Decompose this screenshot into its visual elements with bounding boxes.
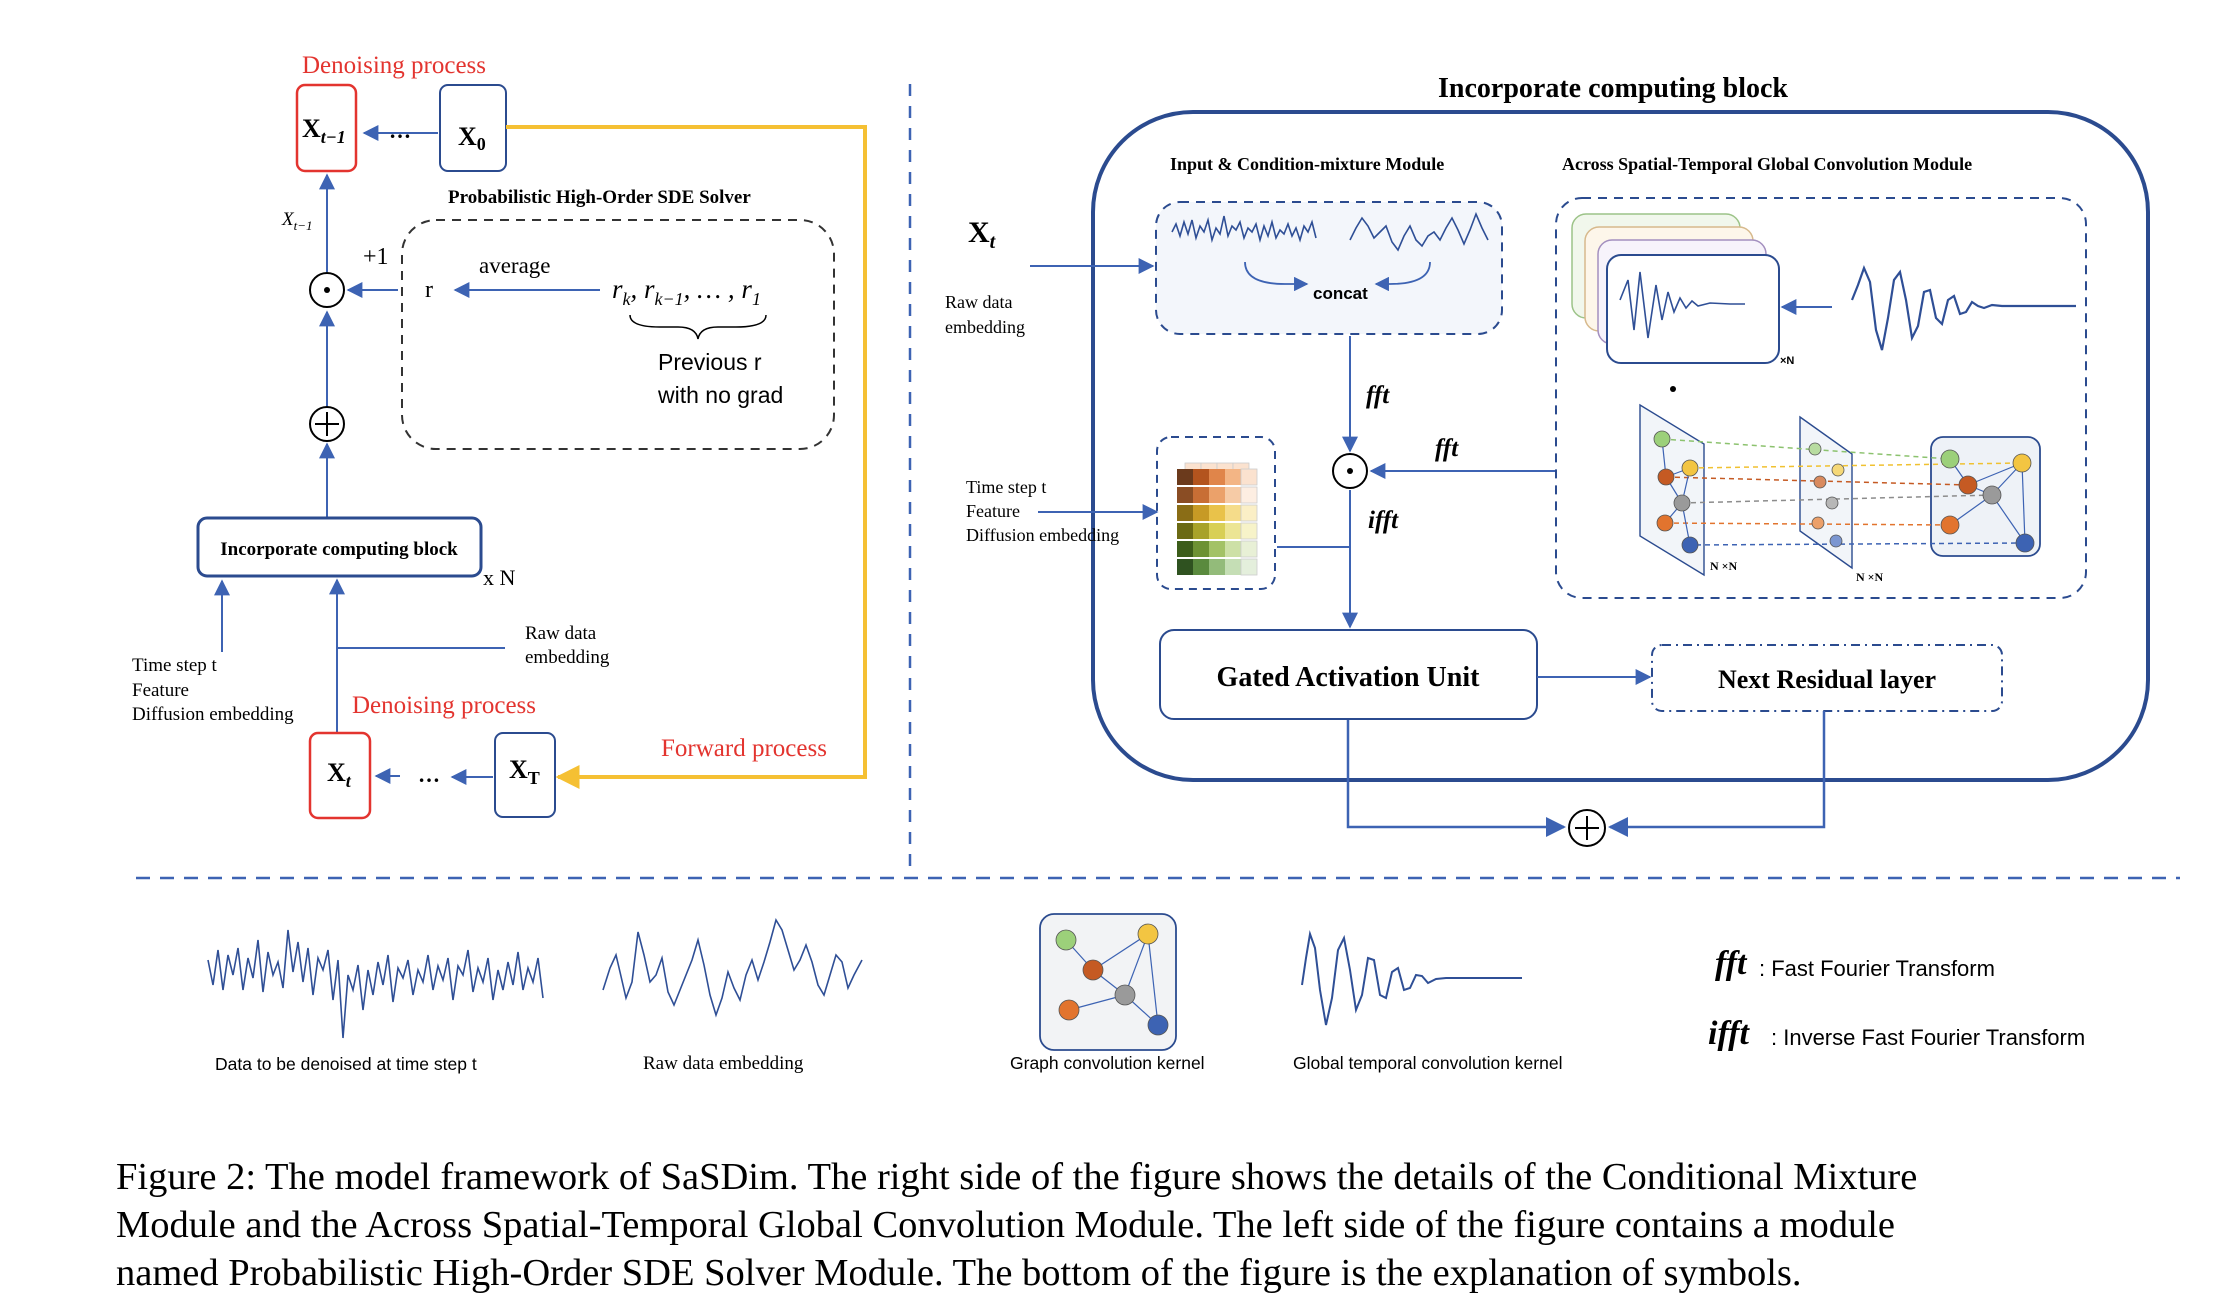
caption-line-1: Figure 2: The model framework of SaSDim.… — [116, 1156, 1918, 1198]
gated-activation-unit-label: Gated Activation Unit — [1217, 662, 1481, 693]
graph-dashed-connections — [1661, 438, 2026, 546]
legend-fft-desc: : Fast Fourier Transform — [1759, 956, 1995, 981]
raw-embedding-left-label-2: embedding — [525, 647, 610, 668]
times-n-small-label: ×N — [1780, 355, 1794, 367]
legend-graph-label: Graph convolution kernel — [1010, 1053, 1205, 1073]
feature-grid-box — [1156, 436, 1276, 590]
incorporate-block-left-label: Incorporate computing block — [220, 539, 458, 560]
mixture-noisy-wave — [1171, 215, 1317, 244]
previous-r-label-1: Previous r — [658, 349, 762, 375]
right-block-title: Incorporate computing block — [1438, 73, 1788, 104]
raw-data-right-label-2: embedding — [945, 317, 1025, 337]
legend-raw-wave — [602, 917, 863, 1018]
ifft-label: ifft — [1368, 507, 1399, 534]
r-sequence: rk, rk−1, … , r1 — [612, 274, 761, 309]
x-T-box — [494, 732, 556, 818]
diffusion-embedding-left-label: Diffusion embedding — [132, 704, 294, 725]
gated-to-sum-arrow — [1346, 720, 1566, 837]
forward-process-line — [506, 125, 867, 789]
incorporate-block-left — [196, 516, 483, 578]
previous-r-label-2: with no grad — [657, 382, 783, 408]
across-module-box — [1555, 197, 2087, 599]
average-label: average — [479, 253, 551, 278]
fft-label-1: fft — [1366, 382, 1390, 409]
feature-right-label: Feature — [966, 501, 1020, 521]
brace — [629, 314, 767, 340]
feature-embedding-grid — [1177, 462, 1258, 576]
x-t-minus-1-side-label: Xt−1 — [281, 209, 313, 233]
x-t-minus-1-label: Xt−1 — [302, 114, 346, 147]
time-step-left-label: Time step t — [132, 655, 218, 676]
top-ellipsis: … — [389, 118, 411, 143]
plus-one-label: +1 — [363, 244, 389, 270]
legend-noisy-wave — [207, 929, 544, 1039]
stack-kernel-wave — [1619, 271, 1745, 339]
nxn-label-1: N ×N — [1710, 559, 1738, 573]
temporal-kernel-stack — [1571, 213, 1780, 364]
legend-global-label: Global temporal convolution kernel — [1293, 1053, 1562, 1073]
sde-solver-title: Probabilistic High-Order SDE Solver — [448, 187, 751, 208]
mixture-smooth-wave — [1349, 211, 1489, 252]
x0-label: X0 — [458, 122, 486, 154]
legend-raw-label: Raw data embedding — [643, 1053, 804, 1074]
r-label: r — [425, 277, 433, 303]
x-t-box — [308, 731, 372, 820]
next-residual-layer-box — [1651, 644, 2003, 712]
input-module-title: Input & Condition-mixture Module — [1170, 154, 1444, 174]
raw-data-right-label-1: Raw data — [945, 292, 1012, 312]
x-t-minus-1-box — [295, 83, 358, 173]
graph-plane-2-nodes — [1808, 442, 1845, 548]
across-module-title: Across Spatial-Temporal Global Convoluti… — [1562, 154, 1972, 174]
sde-solver-box — [401, 219, 835, 450]
x-t-right-label: Xt — [968, 216, 997, 253]
denoising-process-top-label: Denoising process — [302, 52, 486, 79]
x-t-label: Xt — [327, 758, 352, 791]
x-T-label: XT — [509, 755, 540, 788]
feature-left-label: Feature — [132, 680, 189, 701]
gated-activation-unit-box — [1159, 629, 1538, 720]
small-dot — [1670, 386, 1676, 392]
graph-plane-1-nodes — [1653, 430, 1699, 554]
next-to-sum-arrow — [1608, 711, 1826, 837]
graph-kernel-small-nodes — [1940, 449, 2035, 553]
legend-ifft-desc: : Inverse Fast Fourier Transform — [1771, 1025, 2085, 1050]
times-n-label: x N — [483, 565, 516, 590]
denoising-process-bottom-label: Denoising process — [352, 692, 536, 719]
legend-ifft-symbol: ifft — [1708, 1015, 1750, 1052]
time-step-right-label: Time step t — [966, 477, 1046, 497]
graph-plane-2 — [1799, 415, 1853, 570]
legend-global-wave — [1301, 930, 1522, 1026]
forward-process-label: Forward process — [661, 735, 827, 762]
legend-denoised-label: Data to be denoised at time step t — [215, 1054, 477, 1074]
legend-fft-symbol: fft — [1715, 945, 1748, 982]
fft-label-2: fft — [1435, 435, 1459, 462]
next-residual-layer-label: Next Residual layer — [1718, 665, 1936, 694]
incorporate-block-right — [1091, 110, 2150, 782]
caption-line-2: Module and the Across Spatial-Temporal G… — [116, 1204, 1895, 1246]
concat-arrow-right — [1374, 261, 1431, 292]
legend-graph-nodes — [1055, 923, 1169, 1036]
caption-line-3: named Probabilistic High-Order SDE Solve… — [116, 1252, 1802, 1294]
concat-arrow-left — [1244, 261, 1309, 292]
bottom-ellipsis: … — [418, 762, 440, 787]
figure-caption: Figure 2: The model framework of SaSDim.… — [116, 1153, 2216, 1297]
raw-embedding-left-label-1: Raw data — [525, 623, 597, 644]
nxn-label-2: N ×N — [1856, 570, 1884, 584]
diffusion-embedding-right-label: Diffusion embedding — [966, 525, 1119, 545]
global-temporal-kernel-wave — [1850, 264, 2076, 351]
concat-label: concat — [1313, 284, 1368, 303]
